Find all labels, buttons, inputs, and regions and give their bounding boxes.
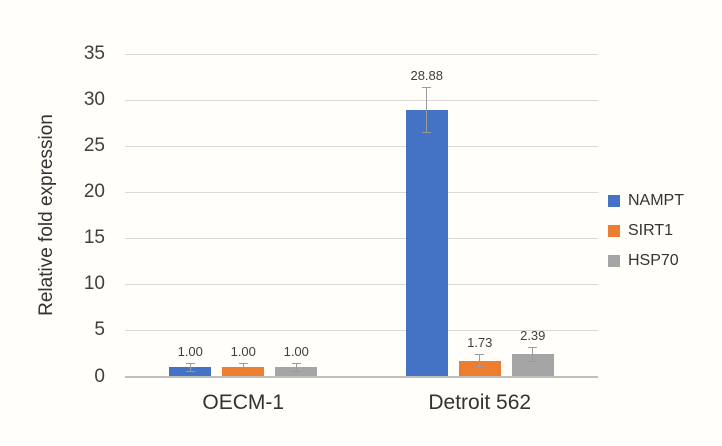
error-bar [426,87,428,134]
legend: NAMPT SIRT1 HSP70 [608,186,684,276]
y-tick-label: 10 [83,273,105,295]
bar-hsp70-1 [511,354,554,377]
error-bar [295,362,297,372]
gridline [125,283,598,285]
y-tick-label: 20 [83,181,105,203]
x-category-label: Detroit 562 [428,391,532,414]
error-bar-cap [528,360,538,362]
legend-item-hsp70: HSP70 [608,246,684,276]
data-label: 1.00 [283,343,309,359]
legend-swatch-sirt1 [608,225,620,237]
error-bar [532,347,534,362]
data-label: 28.88 [410,68,444,84]
y-tick-label: 5 [94,319,105,341]
error-bar [242,362,244,372]
error-bar-cap [422,132,432,134]
y-tick-label: 0 [94,365,105,387]
y-tick-label: 30 [83,89,105,111]
error-bar-cap [238,362,248,364]
error-bar-cap [185,362,195,364]
gridline [125,237,598,239]
legend-label-sirt1: SIRT1 [628,222,674,239]
legend-swatch-nampt [608,195,620,207]
legend-label-nampt: NAMPT [628,192,684,209]
legend-swatch-hsp70 [608,255,620,267]
x-category-label: OECM-1 [202,391,285,414]
error-bar [479,353,481,368]
y-tick-label: 15 [83,227,105,249]
gridline [125,53,598,55]
bar-sirt1-1 [458,360,501,377]
error-bar-cap [238,370,248,372]
legend-label-hsp70: HSP70 [628,252,679,269]
legend-item-nampt: NAMPT [608,186,684,216]
legend-item-sirt1: SIRT1 [608,216,684,246]
error-bar-cap [291,362,301,364]
error-bar-cap [475,366,485,368]
data-label: 1.73 [467,334,493,350]
gridline [125,145,598,147]
error-bar [189,362,191,372]
y-tick-label: 25 [83,135,105,157]
error-bar-cap [528,347,538,349]
gridline [125,329,598,331]
gridline [125,99,598,101]
bar-nampt-1 [405,110,448,377]
data-label: 1.00 [230,343,256,359]
error-bar-cap [422,87,432,89]
error-bar-cap [291,370,301,372]
x-axis-line [125,375,598,378]
error-bar-cap [475,353,485,355]
data-label: 1.00 [177,343,203,359]
error-bar-cap [185,370,195,372]
data-label: 2.39 [520,328,546,344]
gridline [125,191,598,193]
y-tick-label: 35 [83,43,105,64]
